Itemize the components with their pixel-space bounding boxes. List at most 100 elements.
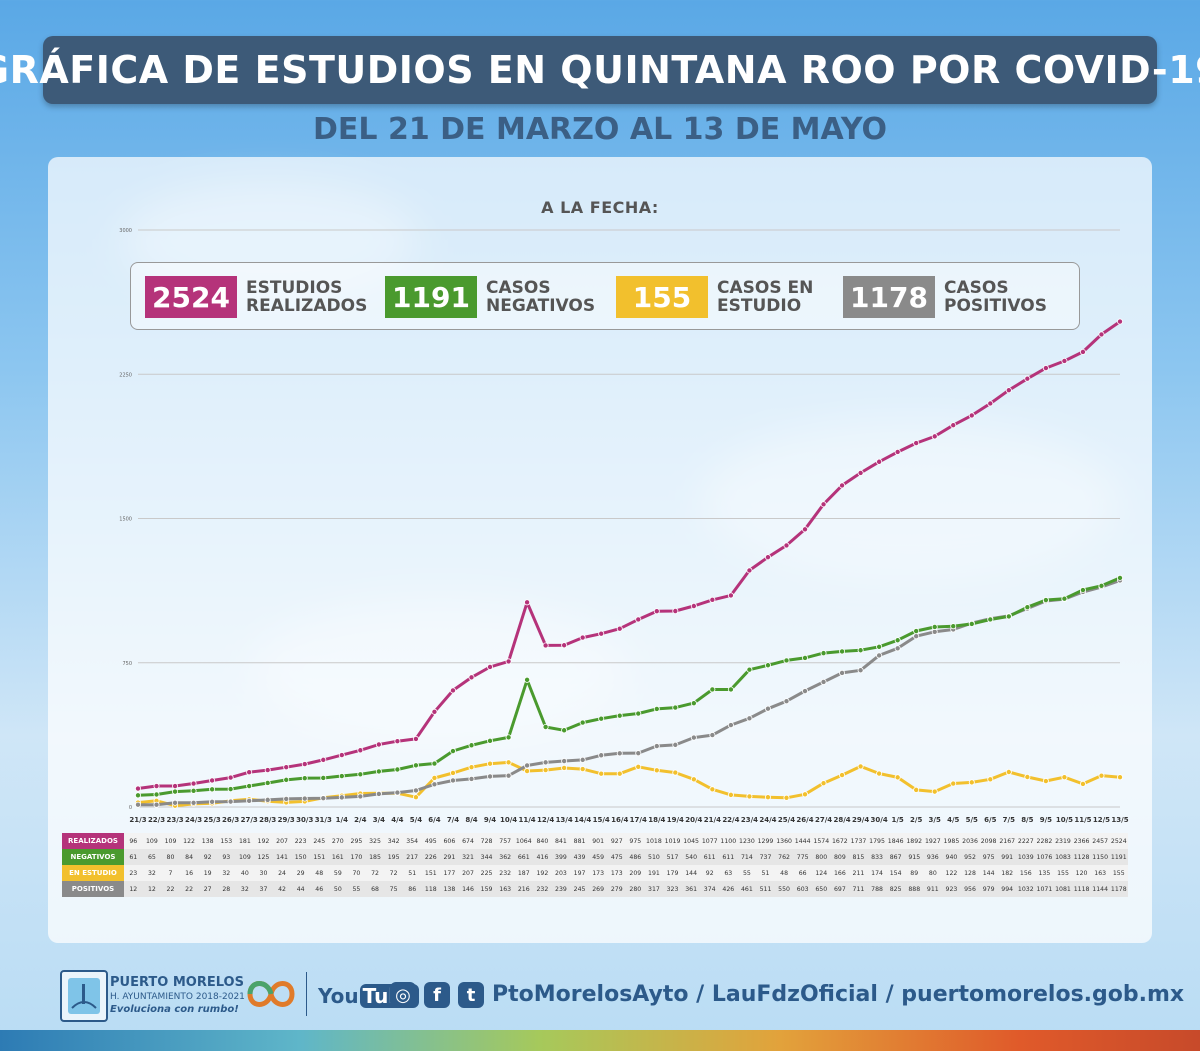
data-point: [153, 801, 160, 808]
x-tick-label: 14/4: [574, 816, 591, 824]
table-cell: 29: [291, 865, 310, 881]
table-cell: 2524: [1109, 833, 1129, 849]
data-point: [1042, 778, 1049, 785]
table-cell: 2227: [1016, 833, 1036, 849]
data-point: [1042, 597, 1049, 604]
table-cell: 1071: [1035, 881, 1054, 897]
data-point: [357, 771, 364, 778]
data-point: [876, 652, 883, 659]
table-cell: 46: [309, 881, 329, 897]
x-tick-label: 16/4: [611, 816, 628, 824]
table-cell: 16: [179, 865, 199, 881]
data-point: [709, 786, 716, 793]
table-cell: 28: [216, 881, 236, 897]
table-cell: 86: [402, 881, 422, 897]
table-cell: 270: [328, 833, 348, 849]
x-tick-label: 24/4: [759, 816, 776, 824]
table-cell: 209: [626, 865, 645, 881]
data-point: [690, 734, 697, 741]
data-point: [487, 663, 494, 670]
table-cell: 1045: [681, 833, 701, 849]
table-cell: 93: [216, 849, 236, 865]
data-point: [616, 770, 623, 777]
data-point: [653, 767, 660, 774]
table-cell: 1150: [1090, 849, 1110, 865]
x-tick-label: 6/4: [428, 816, 440, 824]
data-point: [764, 794, 771, 801]
data-point: [134, 801, 141, 808]
table-cell: 711: [849, 881, 868, 897]
table-row-label: REALIZADOS: [62, 833, 124, 849]
social-handles[interactable]: PtoMorelosAyto / LauFdzOficial / puertom…: [492, 982, 1185, 1007]
table-cell: 37: [254, 881, 273, 897]
table-cell: 927: [607, 833, 627, 849]
data-point: [227, 798, 234, 805]
data-point: [561, 764, 568, 771]
x-tick-label: 7/5: [1003, 816, 1015, 824]
data-point: [746, 715, 753, 722]
table-cell: 22: [161, 881, 180, 897]
table-cell: 374: [700, 881, 719, 897]
x-tick-label: 21/3: [129, 816, 146, 824]
x-tick-label: 30/4: [871, 816, 888, 824]
table-cell: 192: [533, 865, 552, 881]
x-tick-label: 11/5: [1074, 816, 1091, 824]
table-cell: 815: [849, 849, 868, 865]
footer-divider: [306, 972, 307, 1016]
table-cell: 61: [124, 849, 143, 865]
table-cell: 269: [588, 881, 608, 897]
data-point: [505, 759, 512, 766]
page-title: GRÁFICA DE ESTUDIOS EN QUINTANA ROO POR …: [0, 48, 1200, 92]
table-cell: 207: [272, 833, 292, 849]
table-cell: 226: [421, 849, 441, 865]
data-point: [209, 798, 216, 805]
facebook-icon[interactable]: f: [424, 982, 450, 1008]
data-point: [190, 787, 197, 794]
x-tick-label: 11/4: [519, 816, 536, 824]
data-point: [542, 767, 549, 774]
brand-name: PUERTO MORELOS: [110, 975, 244, 990]
table-cell: 611: [719, 849, 738, 865]
table-cell: 118: [421, 881, 441, 897]
data-point: [172, 788, 179, 795]
x-tick-label: 10/5: [1056, 816, 1073, 824]
table-cell: 1444: [793, 833, 812, 849]
table-cell: 1846: [886, 833, 905, 849]
data-point: [431, 708, 438, 715]
table-cell: 291: [440, 849, 459, 865]
data-point: [227, 786, 234, 793]
stat-realizados-value: 2524: [145, 276, 237, 318]
table-cell: 122: [942, 865, 961, 881]
table-cell: 915: [904, 849, 924, 865]
table-cell: 757: [495, 833, 515, 849]
x-tick-label: 15/4: [593, 816, 610, 824]
table-cell: 295: [347, 833, 366, 849]
table-cell: 109: [142, 833, 162, 849]
data-point: [264, 767, 271, 774]
table-cell: 2457: [1090, 833, 1110, 849]
data-point: [375, 741, 382, 748]
table-cell: 191: [644, 865, 664, 881]
table-cell: 979: [979, 881, 998, 897]
stat-negativos-label-line1: CASOS: [486, 278, 551, 298]
table-cell: 1076: [1035, 849, 1054, 865]
table-cell: 775: [793, 849, 812, 865]
data-point: [338, 752, 345, 759]
table-cell: 66: [793, 865, 812, 881]
table-cell: 225: [477, 865, 496, 881]
table-cell: 40: [235, 865, 255, 881]
x-tick-label: 30/3: [296, 816, 313, 824]
twitter-icon[interactable]: t: [458, 982, 484, 1008]
stat-negativos-label: CASOS NEGATIVOS: [486, 279, 595, 315]
data-point: [709, 686, 716, 693]
data-point: [727, 592, 734, 599]
data-point: [894, 448, 901, 455]
x-tick-label: 8/4: [465, 816, 477, 824]
data-point: [931, 433, 938, 440]
data-point: [857, 647, 864, 654]
instagram-icon[interactable]: ◎: [390, 982, 416, 1008]
data-point: [635, 763, 642, 770]
table-cell: 956: [960, 881, 980, 897]
table-row: NEGATIVOS 61 65 80 84 92 93 109 125 141 150 151 161 1…: [62, 849, 1129, 865]
table-cell: 728: [477, 833, 496, 849]
